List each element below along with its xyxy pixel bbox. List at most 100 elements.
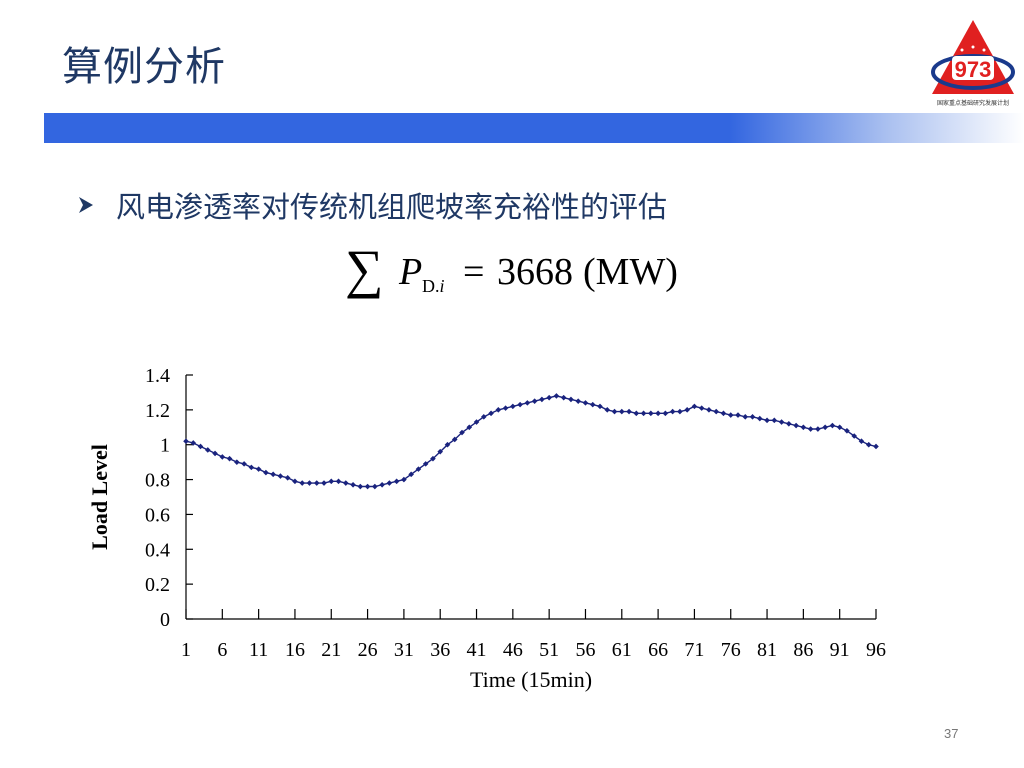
data-point — [219, 454, 226, 460]
data-point — [270, 471, 276, 478]
data-point — [793, 422, 799, 429]
data-point — [488, 410, 494, 417]
data-point — [234, 459, 240, 465]
data-point — [430, 455, 436, 462]
logo-caption: 国家重点基础研究发展计划 — [936, 100, 1009, 107]
data-point — [306, 480, 313, 486]
data-point — [292, 478, 298, 485]
x-tick-label: 71 — [684, 639, 704, 661]
data-point — [313, 480, 320, 486]
x-tick-label: 96 — [866, 639, 886, 661]
formula-subscript: D.i — [422, 276, 445, 297]
data-point — [386, 480, 393, 486]
logo-emblem-icon: 973 — [931, 20, 1015, 94]
formula-unit: (MW) — [583, 251, 678, 293]
data-point — [764, 417, 770, 424]
data-point — [829, 422, 836, 429]
data-point — [597, 403, 603, 410]
data-point — [568, 396, 574, 403]
data-point — [851, 433, 858, 439]
x-tick-label: 56 — [575, 639, 595, 661]
x-tick-label: 6 — [217, 639, 227, 661]
data-point — [706, 407, 712, 413]
data-point — [778, 419, 785, 425]
data-point — [553, 393, 560, 399]
data-point — [248, 464, 255, 471]
data-point — [502, 405, 509, 411]
data-point — [865, 441, 872, 448]
x-tick-label: 51 — [539, 639, 559, 661]
data-point — [713, 408, 720, 415]
data-point — [263, 469, 269, 476]
data-point — [342, 480, 349, 486]
y-tick-label: 1 — [160, 435, 170, 457]
x-tick-label: 81 — [757, 639, 777, 661]
load-level-chart: 00.20.40.60.811.21.41 6 11 16 21 26 31 36 41 46 51… — [87, 365, 886, 692]
x-tick-label: 21 — [321, 639, 341, 661]
data-point — [364, 483, 371, 490]
formula-subscript-main: D. — [422, 276, 440, 296]
data-point — [524, 400, 531, 406]
x-tick-label: 91 — [830, 639, 850, 661]
data-point — [350, 482, 356, 488]
data-point — [771, 417, 778, 424]
data-point — [284, 475, 291, 481]
y-tick-label: 1.2 — [145, 400, 170, 422]
y-tick-label: 0.2 — [145, 574, 170, 596]
data-point — [589, 401, 596, 408]
data-point — [539, 396, 545, 403]
data-point — [451, 436, 458, 443]
data-point — [836, 424, 843, 431]
data-point — [393, 478, 400, 485]
data-point — [560, 394, 567, 401]
data-point — [655, 410, 661, 417]
formula-equals: = — [463, 251, 485, 293]
arrow-right-icon — [79, 197, 93, 213]
data-point — [640, 410, 647, 417]
data-point — [756, 415, 763, 422]
logo-number: 973 — [955, 57, 992, 82]
data-point — [727, 412, 734, 418]
data-point — [241, 461, 247, 467]
page-title: 算例分析 — [62, 44, 226, 90]
data-point — [379, 482, 385, 488]
formula-sigma: ∑ — [345, 239, 384, 299]
data-point — [459, 429, 465, 436]
data-point — [422, 461, 429, 467]
x-tick-label: 26 — [358, 639, 378, 661]
x-tick-label: 31 — [394, 639, 414, 661]
x-tick-label: 1 — [181, 639, 191, 661]
formula-subscript-index: i — [439, 276, 445, 296]
bullet-item: 风电渗透率对传统机组爬坡率充裕性的评估 — [78, 184, 667, 226]
data-point — [335, 478, 342, 485]
data-point — [255, 466, 262, 472]
x-tick-label: 41 — [467, 639, 487, 661]
data-point — [582, 400, 589, 406]
formula-value: 3668 — [497, 251, 573, 293]
formula-symbol: P — [399, 251, 423, 293]
data-point — [786, 421, 792, 427]
data-point — [415, 466, 422, 472]
x-tick-label: 46 — [503, 639, 523, 661]
data-point — [510, 403, 516, 410]
data-point — [408, 471, 414, 478]
series-line — [185, 395, 877, 488]
data-point — [648, 410, 654, 417]
data-point — [742, 414, 749, 420]
data-point — [517, 401, 523, 408]
data-point — [357, 483, 364, 490]
data-point — [669, 408, 676, 415]
data-point — [691, 403, 698, 410]
data-point — [204, 447, 211, 453]
y-tick-label: 0.4 — [145, 539, 170, 561]
data-point — [749, 414, 756, 420]
data-point — [372, 483, 378, 490]
data-point — [546, 394, 552, 401]
y-tick-label: 0.6 — [145, 504, 170, 526]
data-point — [618, 408, 625, 415]
x-tick-label: 76 — [721, 639, 741, 661]
data-point — [495, 407, 502, 413]
data-point — [626, 408, 632, 415]
data-point — [277, 473, 284, 479]
data-point — [720, 410, 727, 417]
